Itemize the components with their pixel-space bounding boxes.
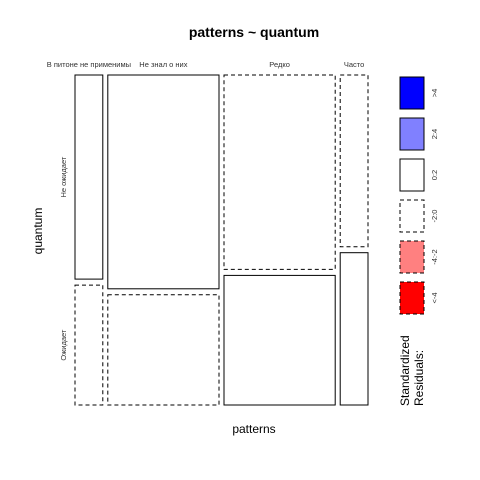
chart-title: patterns ~ quantum: [189, 24, 319, 40]
mosaic-tile: [74, 284, 104, 406]
column-label: Не знал о них: [139, 60, 187, 69]
column-label: Редко: [269, 60, 290, 69]
x-axis-label: patterns: [232, 422, 275, 436]
y-axis-label: quantum: [31, 208, 45, 255]
mosaic-tile: [223, 274, 336, 406]
column-labels: В питоне не применимы Не знал о них Редко Ч…: [47, 60, 365, 69]
mosaic-tile: [107, 74, 220, 290]
legend-label: 0:2: [430, 170, 439, 180]
legend-swatch: [399, 281, 425, 315]
legend-swatch: [399, 76, 425, 110]
row-labels: Не ожидает Ожидает: [59, 156, 68, 360]
legend-label: <-4: [430, 292, 439, 303]
legend-swatch: [399, 240, 425, 274]
mosaic-tile: [339, 252, 369, 406]
residuals-legend: >4 2:4 0:2 -2:0 -4:-2 <-4 Standardized Residu…: [398, 76, 439, 406]
mosaic-tile: [223, 74, 336, 270]
mosaic-tile: [339, 74, 369, 248]
legend-label: -4:-2: [430, 249, 439, 264]
column-label: В питоне не применимы: [47, 60, 131, 69]
mosaic-tiles: [74, 74, 369, 406]
legend-label: -2:0: [430, 210, 439, 223]
mosaic-tile: [107, 294, 220, 406]
legend-label: >4: [430, 89, 439, 98]
legend-title-line1: Standardized: [398, 335, 412, 406]
legend-swatch: [399, 199, 425, 233]
legend-swatch: [399, 158, 425, 192]
row-label: Не ожидает: [59, 156, 68, 197]
column-label: Часто: [344, 60, 364, 69]
legend-boxes: >4 2:4 0:2 -2:0 -4:-2 <-4: [399, 76, 439, 315]
legend-title-line2: Residuals:: [412, 350, 426, 406]
mosaic-tile: [74, 74, 104, 280]
legend-swatch: [399, 117, 425, 151]
legend-label: 2:4: [430, 129, 439, 139]
row-label: Ожидает: [59, 329, 68, 361]
